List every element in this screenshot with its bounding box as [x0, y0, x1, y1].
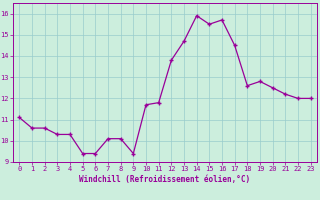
X-axis label: Windchill (Refroidissement éolien,°C): Windchill (Refroidissement éolien,°C) — [79, 175, 251, 184]
